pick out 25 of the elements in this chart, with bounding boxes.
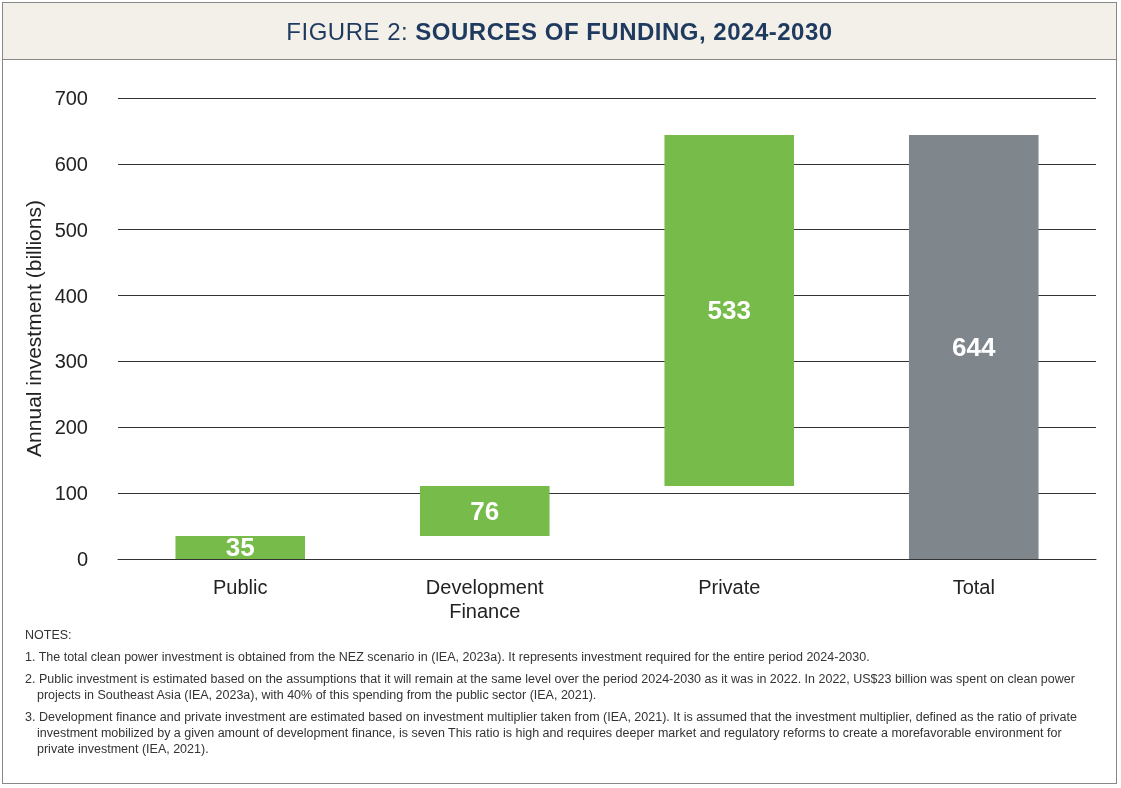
text: 3. Development finance and private investment are estimated based on investment multiplier taken from (IEA, 2021). It is assumed that the investment multiplier, defined as the ratio of private investment mobilized by a given amount of development finance, is seven This ratio is high and requires deeper market and regulatory reforms to create a morefavorable environment for private investment (IEA, 2021). [25, 709, 1078, 757]
x-tick-label: Private [698, 576, 761, 598]
data-label: 533 [707, 295, 751, 326]
y-axis-title: Annual investment (billions) [21, 200, 45, 457]
y-tick-label: 400 [54, 284, 88, 307]
x-tick-label: Total [952, 576, 995, 598]
bar [908, 134, 1039, 559]
y-tick-label: 600 [54, 152, 88, 175]
bar [664, 134, 795, 486]
y-tick-label: 200 [54, 416, 88, 439]
text: NOTES: [25, 627, 73, 643]
x-tick-label: Public [213, 576, 268, 598]
y-tick-label: 300 [54, 350, 88, 373]
bar [419, 485, 550, 536]
y-tick-label: 0 [76, 548, 88, 570]
y-tick-label: 100 [54, 482, 88, 505]
data-label: 644 [952, 331, 996, 362]
data-label: 76 [470, 495, 500, 526]
y-tick-label: 500 [54, 218, 88, 241]
data-label: 35 [225, 532, 255, 563]
chart-title: FIGURE 2: SOURCES OF FUNDING, 2024-2030 [286, 18, 833, 45]
x-tick-label: Development Finance [425, 576, 545, 622]
text: 2. Public investment is estimated based on the assumptions that it will remain at the same level over the period 2024-2030 as it was in 2022. In 2022, US$23 billion was spent on clean power projects in Southeast Asia (IEA, 2023a), with 40% of this spending from the public sector (IEA, 2021). [25, 671, 1076, 703]
y-tick-label: 700 [54, 87, 88, 109]
text: 1. The total clean power investment is obtained from the NEZ scenario in (IEA, 2023a). It represents investment required for the entire period 2024-2030. [25, 649, 871, 665]
